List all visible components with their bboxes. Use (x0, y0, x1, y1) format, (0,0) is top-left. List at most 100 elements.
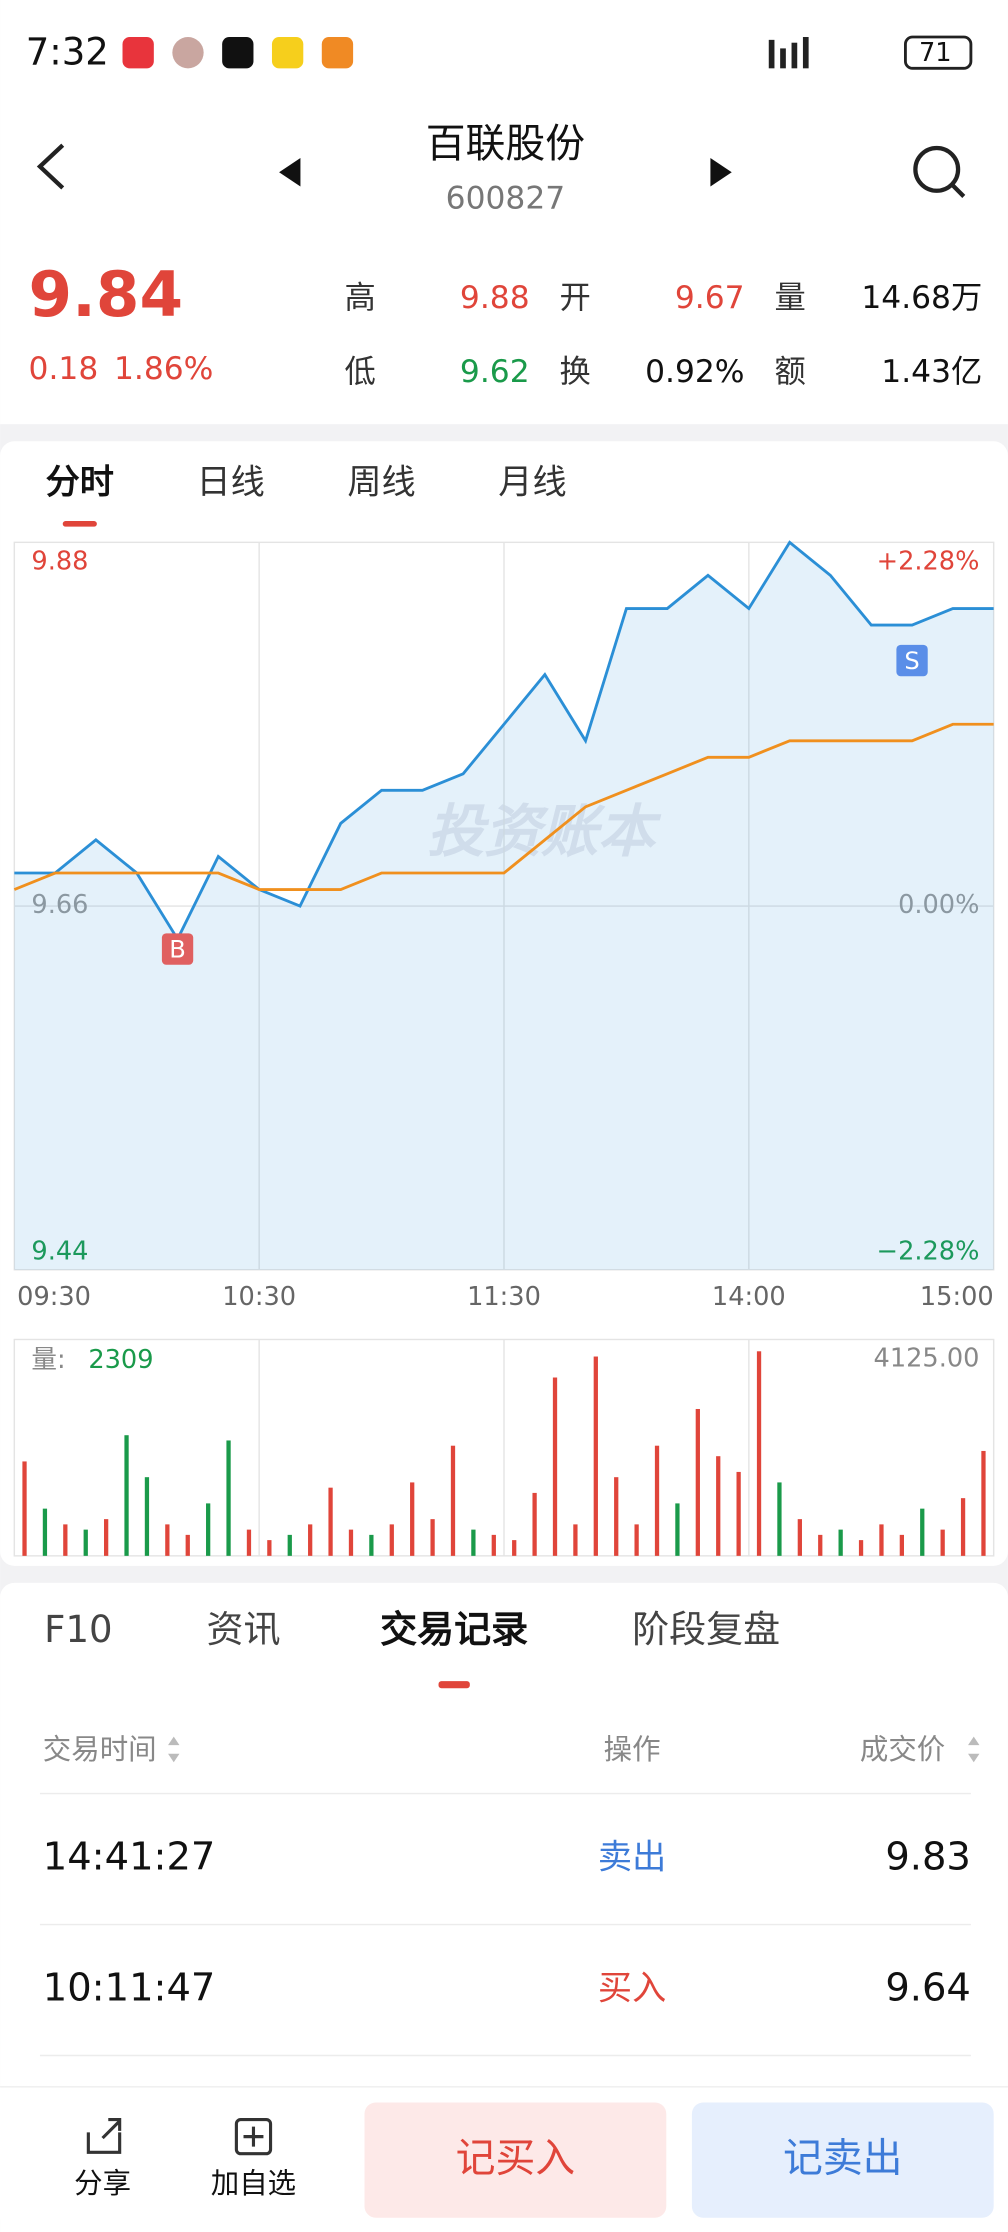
share-button[interactable]: 分享 (74, 2167, 131, 2200)
y-tick-label: 9.44 (31, 1237, 88, 1267)
volume-bar (267, 1540, 272, 1556)
volume-bar (185, 1534, 190, 1556)
app-icon (321, 37, 354, 69)
stat-label: 换 (560, 354, 591, 390)
next-stock[interactable] (710, 158, 732, 187)
chart-tab[interactable]: 分时 (46, 462, 114, 502)
volume-bar (144, 1477, 150, 1556)
table-cell: 买入 (598, 1969, 666, 2009)
volume-bar (818, 1534, 823, 1556)
table-cell: 卖出 (598, 1838, 666, 1878)
battery-level: 71 (919, 38, 952, 68)
volume-bar (532, 1492, 537, 1556)
prev-stock[interactable] (279, 158, 301, 187)
info-tab[interactable]: F10 (44, 1608, 112, 1651)
table-cell: 14:41:27 (43, 1835, 216, 1880)
search-button[interactable] (913, 145, 961, 193)
volume-bar (512, 1540, 517, 1556)
change: 0.18 (29, 351, 99, 387)
volume-bar (104, 1519, 109, 1556)
chart-tab[interactable]: 日线 (197, 462, 265, 502)
clock: 7:32 (26, 31, 109, 74)
y2-tick-label: 0.00% (898, 890, 979, 920)
tab-indicator (438, 1681, 470, 1689)
x-tick-label: 09:30 (17, 1282, 91, 1312)
volume-bar (491, 1534, 496, 1556)
volume-bar (654, 1445, 660, 1556)
signal (802, 37, 809, 69)
sort-icon[interactable] (168, 1736, 180, 1763)
y-tick-label: 9.66 (31, 890, 88, 920)
stat-value: 0.92% (645, 354, 744, 390)
info-tab[interactable]: 交易记录 (380, 1608, 528, 1651)
tab-indicator (62, 520, 97, 527)
buy-label: 记买入 (456, 2135, 576, 2181)
signal (780, 48, 786, 69)
volume-label: 量: (31, 1345, 65, 1375)
app-icon (222, 37, 254, 69)
volume-bar (716, 1456, 721, 1556)
volume-bar (573, 1524, 578, 1556)
table-cell: 9.83 (885, 1835, 971, 1880)
volume-bar (42, 1508, 48, 1556)
table-header: 交易时间 (43, 1733, 157, 1766)
volume-current: 2309 (88, 1345, 153, 1375)
volume-bar (675, 1503, 680, 1556)
sell-button[interactable] (691, 2102, 994, 2218)
volume-bar (287, 1534, 292, 1556)
info-card (0, 1582, 1008, 2232)
x-tick-label: 15:00 (920, 1282, 994, 1312)
volume-bar (634, 1524, 639, 1556)
volume-bar (471, 1529, 476, 1556)
volume-bar (308, 1524, 313, 1556)
sort-icon[interactable] (968, 1736, 980, 1763)
watermark: 投资账本 (427, 799, 662, 865)
stat-value: 14.68万 (861, 280, 982, 316)
volume-bar (83, 1529, 88, 1556)
info-tab[interactable]: 阶段复盘 (632, 1608, 780, 1651)
back-button[interactable] (36, 143, 65, 190)
chart-tab[interactable]: 月线 (498, 462, 566, 502)
y-tick-label: 4125.00 (874, 1343, 980, 1373)
volume-bar (899, 1534, 904, 1556)
info-tab[interactable]: 资讯 (207, 1608, 281, 1651)
table-cell: 10:11:47 (43, 1966, 216, 2011)
top-card (0, 0, 1008, 425)
app-icon (122, 37, 154, 69)
x-tick-label: 11:30 (467, 1282, 541, 1312)
volume-bar (124, 1435, 129, 1556)
volume-bar (369, 1534, 374, 1556)
volume-bar (920, 1508, 925, 1556)
stat-label: 额 (774, 354, 805, 390)
stat-label: 低 (345, 354, 376, 390)
price-area (14, 542, 994, 1270)
battery (903, 35, 973, 70)
chart-tab[interactable]: 周线 (347, 462, 415, 502)
volume-bar (614, 1477, 619, 1556)
volume-bar (858, 1540, 864, 1556)
volume-bar (797, 1519, 802, 1556)
stat-value: 1.43亿 (881, 354, 982, 390)
trade-marker (161, 933, 194, 965)
signal (791, 42, 798, 69)
stock-code: 600827 (446, 180, 565, 216)
volume-bar (328, 1487, 333, 1556)
volume-bar (838, 1529, 843, 1556)
watch-button[interactable]: 加自选 (211, 2167, 296, 2200)
signal (768, 39, 775, 69)
app-icon (172, 37, 204, 69)
volume-bar (450, 1445, 456, 1556)
x-tick-label: 14:00 (712, 1282, 786, 1312)
x-tick-label: 10:30 (222, 1282, 296, 1312)
average-line (13, 722, 994, 891)
buy-button[interactable] (364, 2102, 667, 2218)
search-handle (950, 183, 966, 198)
volume-bar (410, 1482, 415, 1556)
app-icon (271, 37, 304, 69)
stat-label: 开 (560, 280, 591, 316)
volume-bar (593, 1356, 598, 1556)
stat-label: 量 (774, 280, 805, 316)
stat-label: 高 (345, 280, 376, 316)
